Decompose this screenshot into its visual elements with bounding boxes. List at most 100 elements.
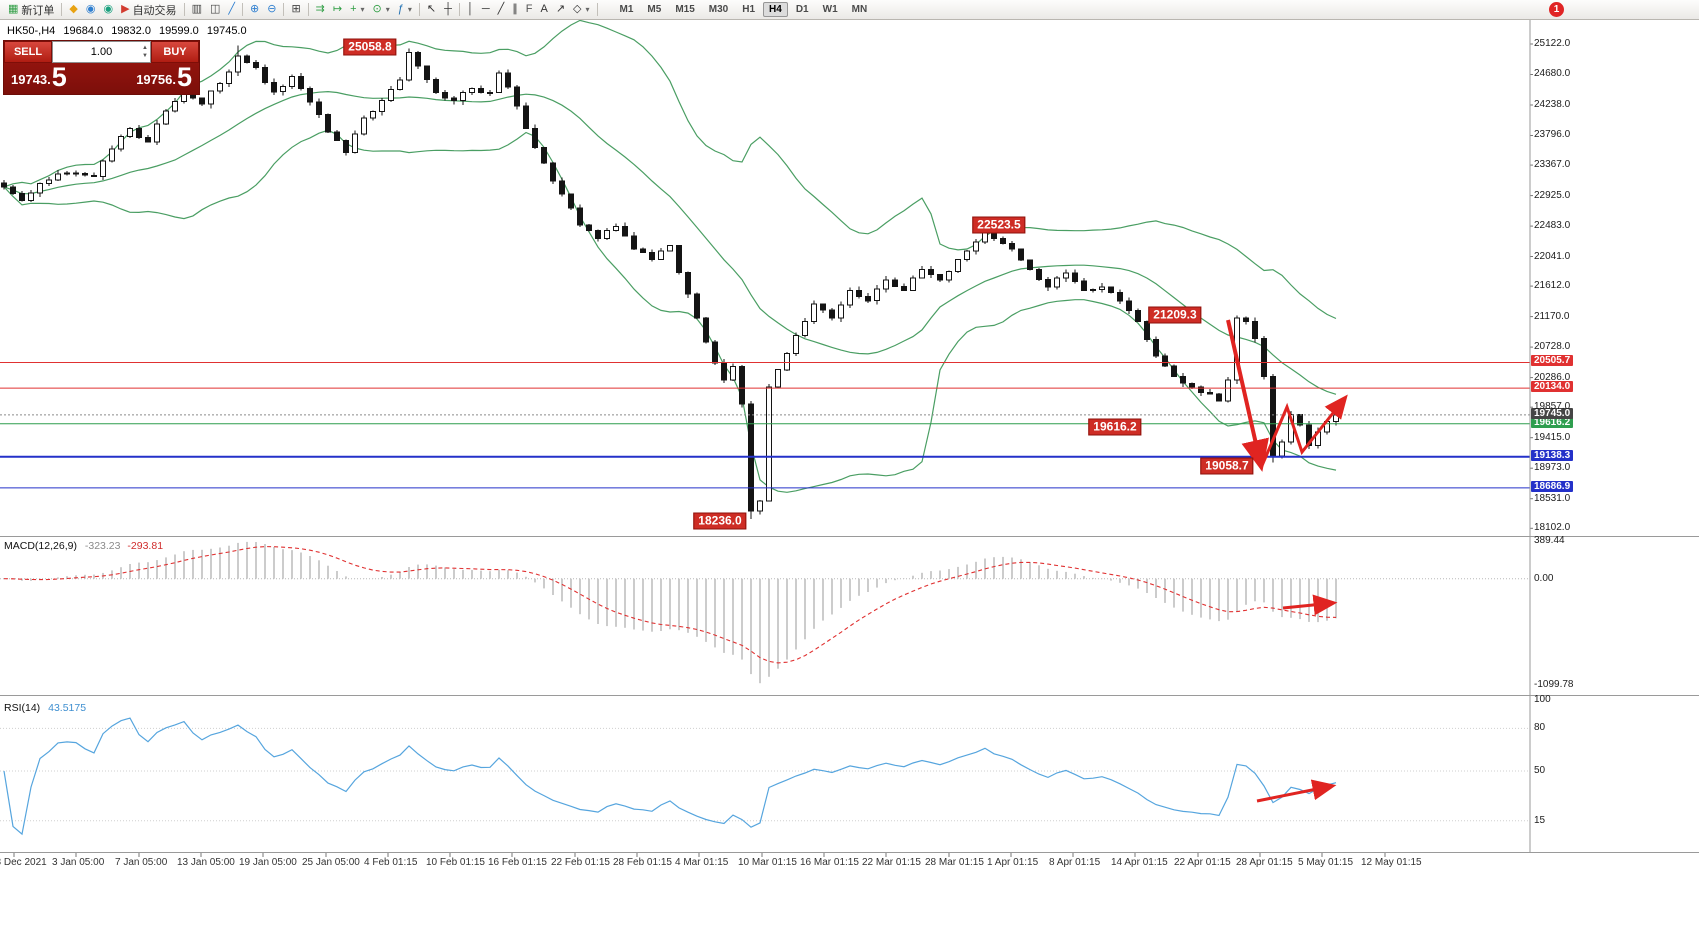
- vertical-line-glyph: │: [466, 3, 474, 15]
- zoom-out-icon[interactable]: ⊖: [263, 1, 280, 19]
- sell-button[interactable]: SELL: [4, 41, 52, 63]
- time-axis-label: 28 Feb 01:15: [613, 857, 672, 868]
- chevron-down-icon: ▾: [385, 5, 390, 14]
- timeframe-mn-button[interactable]: MN: [851, 4, 868, 15]
- price-axis-tick: 20286.0: [1534, 372, 1571, 383]
- price-callout-label[interactable]: 21209.3: [1148, 306, 1202, 324]
- cursor-glyph: ↖: [426, 3, 437, 15]
- price-axis-tick: 18973.0: [1534, 462, 1571, 473]
- price-axis-hline-label: 20134.0: [1531, 381, 1574, 392]
- tile-windows-icon[interactable]: ⊞: [287, 1, 304, 19]
- metaeditor-icon[interactable]: ◆: [65, 1, 81, 19]
- price-axis-hline-label: 18686.9: [1531, 481, 1574, 492]
- toolbar-divider: [242, 3, 243, 16]
- crosshair-icon[interactable]: ┼: [440, 1, 456, 19]
- volume-field[interactable]: 1.00 ▲ ▼: [52, 41, 151, 63]
- navigator-glyph: ◉: [103, 3, 114, 15]
- fibonacci-icon[interactable]: F: [522, 1, 537, 19]
- auto-scroll-icon[interactable]: ⇉: [312, 1, 329, 19]
- new-order-button[interactable]: ▦ 新订单: [4, 1, 58, 19]
- time-axis-label: 28 Apr 01:15: [1236, 857, 1293, 868]
- navigator-icon[interactable]: ◉: [99, 1, 117, 19]
- price-callout-label[interactable]: 18236.0: [693, 512, 747, 530]
- vertical-line-icon[interactable]: │: [463, 1, 478, 19]
- price-callout-label[interactable]: 22523.5: [972, 216, 1026, 234]
- price-axis-tick: 19857.0: [1534, 401, 1571, 412]
- horizontal-line-icon[interactable]: ─: [478, 1, 494, 19]
- symbol-period-label: HK50-,H4: [7, 25, 56, 37]
- line-chart-mode-icon[interactable]: ╱: [224, 1, 239, 19]
- bar-chart-mode-icon[interactable]: ▥: [188, 1, 206, 19]
- price-callout-label[interactable]: 19616.2: [1088, 418, 1142, 436]
- rsi-axis-tick: 15: [1534, 815, 1546, 826]
- time-axis-label: 22 Apr 01:15: [1174, 857, 1231, 868]
- trend-arrow[interactable]: [1226, 319, 1269, 472]
- trend-arrow[interactable]: [1282, 594, 1338, 616]
- price-axis[interactable]: [1530, 20, 1590, 852]
- timeframe-d1-button[interactable]: D1: [795, 4, 809, 15]
- periods-button[interactable]: ⊙ ▾: [369, 1, 394, 19]
- chevron-down-icon: ▾: [585, 5, 590, 14]
- timeframe-m30-button[interactable]: M30: [708, 4, 729, 15]
- chart-shift-glyph: ↦: [332, 3, 343, 15]
- current-price-label: 19745.0: [1531, 408, 1574, 419]
- volume-up-icon[interactable]: ▲: [142, 45, 148, 51]
- macd-value-signal: -293.81: [127, 540, 164, 552]
- line-chart-mode-glyph: ╱: [228, 3, 235, 15]
- trendline-icon[interactable]: ╱: [494, 1, 509, 19]
- rsi-label: RSI(14) 43.5175: [4, 702, 86, 714]
- market-watch-icon[interactable]: ◉: [82, 1, 100, 19]
- fibonacci-glyph: F: [525, 3, 533, 15]
- periods-glyph: ⊙: [372, 3, 382, 15]
- price-callout-label[interactable]: 25058.8: [343, 38, 397, 56]
- bar-chart-mode-glyph: ▥: [191, 3, 202, 15]
- volume-stepper[interactable]: ▲ ▼: [142, 44, 148, 60]
- indicators-button[interactable]: ƒ ▾: [394, 1, 416, 19]
- autotrading-button[interactable]: ▶ 自动交易: [117, 1, 180, 19]
- rsi-axis-tick: 80: [1534, 722, 1546, 733]
- time-axis-label: 5 May 01:15: [1298, 857, 1354, 868]
- toolbar-divider: [458, 3, 460, 16]
- timeframe-m5-button[interactable]: M5: [647, 4, 662, 15]
- time-axis[interactable]: [0, 853, 1530, 873]
- notification-badge[interactable]: 1: [1549, 2, 1564, 17]
- price-axis-tick: 21612.0: [1534, 280, 1571, 291]
- time-axis-label: 25 Jan 05:00: [302, 857, 360, 868]
- equidistant-channel-icon[interactable]: ∥: [508, 1, 522, 19]
- candles: [1, 45, 1339, 519]
- metaeditor-glyph: ◆: [69, 3, 78, 15]
- trend-arrow[interactable]: [1259, 394, 1348, 469]
- price-axis-tick: 22041.0: [1534, 251, 1571, 262]
- timeframe-h4-button[interactable]: H4: [763, 2, 788, 17]
- market-watch-glyph: ◉: [85, 3, 96, 15]
- rsi-name: RSI(14): [4, 702, 41, 714]
- price-callout-label[interactable]: 19058.7: [1200, 457, 1254, 475]
- volume-value: 1.00: [90, 46, 113, 58]
- shapes-tool-icon[interactable]: ◇ ▾: [569, 1, 593, 19]
- new-chart-button[interactable]: + ▾: [346, 1, 368, 19]
- timeframe-w1-button[interactable]: W1: [822, 4, 838, 15]
- arrow-objects-icon[interactable]: ↗: [552, 1, 569, 19]
- timeframe-h1-button[interactable]: H1: [742, 4, 756, 15]
- crosshair-glyph: ┼: [444, 3, 452, 15]
- timeframe-m15-button[interactable]: M15: [675, 4, 695, 15]
- price-axis-tick: 20728.0: [1534, 341, 1571, 352]
- horizontal-line-glyph: ─: [481, 3, 490, 15]
- bollinger-bands: [3, 19, 1337, 493]
- candlestick-mode-icon[interactable]: ◫: [206, 1, 224, 19]
- chart-shift-icon[interactable]: ↦: [329, 1, 346, 19]
- buy-button[interactable]: BUY: [151, 41, 199, 63]
- zoom-in-icon[interactable]: ⊕: [246, 1, 263, 19]
- trend-arrow[interactable]: [1256, 779, 1337, 803]
- time-axis-label: 1 Apr 01:15: [987, 857, 1039, 868]
- price-axis-tick: 24238.0: [1534, 99, 1571, 110]
- timeframe-m1-button[interactable]: M1: [619, 4, 634, 15]
- volume-down-icon[interactable]: ▼: [142, 53, 148, 59]
- sell-price-big: 5: [51, 62, 67, 92]
- text-label-icon[interactable]: A: [536, 1, 551, 19]
- cursor-icon[interactable]: ↖: [423, 1, 440, 19]
- ohlc-open: 19684.0: [63, 25, 104, 37]
